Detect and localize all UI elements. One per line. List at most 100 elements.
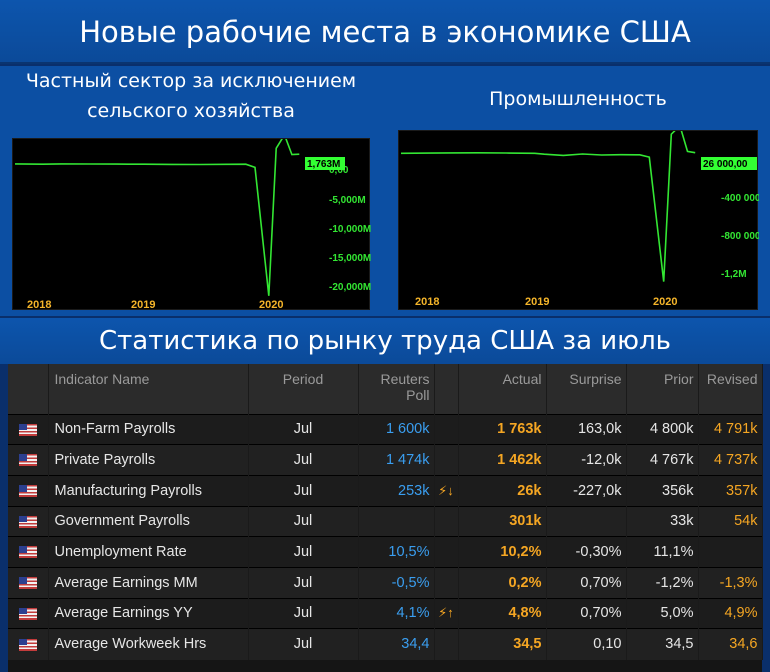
series-line xyxy=(400,131,696,282)
table-row[interactable]: Non-Farm Payrolls Jul 1 600k 1 763k 163,0k 4 … xyxy=(8,413,763,445)
poll-cell: 10,5% xyxy=(358,536,435,568)
surprise-arrow-icon xyxy=(434,444,459,476)
surprise-cell: -12,0k xyxy=(546,444,627,476)
page-title: Новые рабочие места в экономике США xyxy=(0,0,770,64)
y-tick-label: -1,2M xyxy=(721,269,747,280)
poll-cell: 253k xyxy=(358,474,435,507)
last-value-highlight xyxy=(701,157,757,170)
header-revised[interactable]: Revised xyxy=(698,364,763,414)
chart-title-manufacturing: Промышленность xyxy=(489,88,667,110)
actual-cell: 0,2% xyxy=(458,566,547,599)
actual-cell: 4,8% xyxy=(458,597,547,629)
last-value-label: 1,763M xyxy=(307,159,340,170)
revised-cell: 54k xyxy=(698,505,763,537)
last-value-highlight xyxy=(305,157,345,170)
y-tick-label: -400 000 xyxy=(721,193,759,204)
surprise-arrow-icon xyxy=(434,413,459,445)
prior-cell: 33k xyxy=(626,505,699,537)
indicator-name: Non-Farm Payrolls xyxy=(48,413,249,445)
revised-cell: -1,3% xyxy=(698,566,763,599)
header-arrow xyxy=(434,364,459,414)
indicator-name: Average Workweek Hrs xyxy=(48,628,249,660)
surprise-arrow-icon xyxy=(434,566,459,599)
prior-cell: 5,0% xyxy=(626,597,699,629)
poll-cell: 1 600k xyxy=(358,413,435,445)
actual-cell: 26k xyxy=(458,474,547,507)
private-payrolls-chart: 0,00 -5,000M -10,000M -15,000M -20,000M 1,763… xyxy=(12,138,371,311)
chart-title-private: Частный сектор за исключением сельского … xyxy=(25,70,357,122)
revised-cell xyxy=(698,536,763,568)
y-tick-label: -20,000M xyxy=(329,282,371,293)
x-tick-label: 2020 xyxy=(653,296,677,308)
period-cell: Jul xyxy=(248,505,359,537)
period-cell: Jul xyxy=(248,628,359,660)
flag-cell xyxy=(8,628,49,660)
period-cell: Jul xyxy=(248,597,359,629)
flag-cell xyxy=(8,505,49,537)
header-period[interactable]: Period xyxy=(248,364,359,414)
header-actual[interactable]: Actual xyxy=(458,364,547,414)
series-line xyxy=(14,139,300,296)
manufacturing-chart: -400 000 -800 000 -1,2M 26 000,00 2018 2019 20… xyxy=(398,130,759,310)
actual-cell: 1 462k xyxy=(458,444,547,476)
us-flag-icon xyxy=(18,515,37,528)
us-flag-icon xyxy=(18,423,37,436)
surprise-cell xyxy=(546,505,627,537)
indicator-name: Private Payrolls xyxy=(48,444,249,476)
surprise-cell: -227,0k xyxy=(546,474,627,507)
header-poll[interactable]: Reuters Poll xyxy=(358,364,435,414)
prior-cell: 11,1% xyxy=(626,536,699,568)
table-row[interactable]: Average Earnings YY Jul 4,1% ⚡↑ 4,8% 0,70% 5,0… xyxy=(8,597,763,629)
table-body: Non-Farm Payrolls Jul 1 600k 1 763k 163,0k 4 … xyxy=(8,413,763,660)
table-header-row: Indicator Name Period Reuters Poll Actua… xyxy=(8,364,763,414)
table-row[interactable]: Average Workweek Hrs Jul 34,4 34,5 0,10 34,5 3… xyxy=(8,628,763,660)
private-payrolls-chart-svg: 0,00 -5,000M -10,000M -15,000M -20,000M 1,763… xyxy=(14,139,371,311)
header-flag xyxy=(8,364,49,414)
header-surprise[interactable]: Surprise xyxy=(546,364,627,414)
y-tick-label: -5,000M xyxy=(329,195,366,206)
surprise-arrow-icon xyxy=(434,505,459,537)
header-prior[interactable]: Prior xyxy=(626,364,699,414)
revised-cell: 357k xyxy=(698,474,763,507)
header-indicator[interactable]: Indicator Name xyxy=(48,364,249,414)
flag-cell xyxy=(8,566,49,599)
indicator-name: Government Payrolls xyxy=(48,505,249,537)
flag-cell xyxy=(8,536,49,568)
poll-cell xyxy=(358,505,435,537)
table-title: Статистика по рынку труда США за июль xyxy=(0,318,770,364)
surprise-cell: 0,10 xyxy=(546,628,627,660)
us-flag-icon xyxy=(18,576,37,589)
table-row[interactable]: Average Earnings MM Jul -0,5% 0,2% 0,70% -1,2… xyxy=(8,566,763,599)
surprise-arrow-icon xyxy=(434,536,459,568)
manufacturing-chart-svg: -400 000 -800 000 -1,2M 26 000,00 2018 2019 20… xyxy=(400,131,759,308)
period-cell: Jul xyxy=(248,536,359,568)
indicator-name: Average Earnings MM xyxy=(48,566,249,599)
revised-cell: 4 737k xyxy=(698,444,763,476)
poll-cell: 4,1% xyxy=(358,597,435,629)
table-row[interactable]: Government Payrolls Jul 301k 33k 54k xyxy=(8,505,763,537)
prior-cell: 34,5 xyxy=(626,628,699,660)
surprise-arrow-icon: ⚡↓ xyxy=(434,474,459,507)
table-row[interactable]: Manufacturing Payrolls Jul 253k ⚡↓ 26k -227,0… xyxy=(8,474,763,507)
us-flag-icon xyxy=(18,638,37,651)
flag-cell xyxy=(8,444,49,476)
period-cell: Jul xyxy=(248,474,359,507)
y-tick-label: 0,00 xyxy=(329,165,349,176)
us-flag-icon xyxy=(18,607,37,620)
poll-cell: -0,5% xyxy=(358,566,435,599)
x-tick-label: 2020 xyxy=(259,299,283,311)
us-flag-icon xyxy=(18,454,37,467)
surprise-cell: -0,30% xyxy=(546,536,627,568)
table-row[interactable]: Private Payrolls Jul 1 474k 1 462k -12,0k 4 7… xyxy=(8,444,763,476)
prior-cell: 356k xyxy=(626,474,699,507)
table-row[interactable]: Unemployment Rate Jul 10,5% 10,2% -0,30% 11,1… xyxy=(8,536,763,568)
surprise-arrow-icon xyxy=(434,628,459,660)
surprise-arrow-icon: ⚡↑ xyxy=(434,597,459,629)
surprise-cell: 0,70% xyxy=(546,566,627,599)
us-flag-icon xyxy=(18,484,37,497)
flag-cell xyxy=(8,597,49,629)
actual-cell: 34,5 xyxy=(458,628,547,660)
revised-cell: 34,6 xyxy=(698,628,763,660)
flag-cell xyxy=(8,474,49,507)
x-tick-label: 2018 xyxy=(415,296,439,308)
